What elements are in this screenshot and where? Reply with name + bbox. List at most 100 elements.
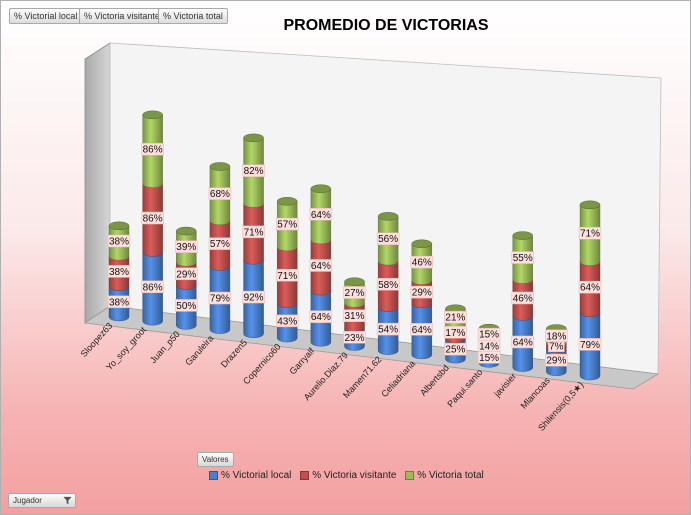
category-label: Juan_p50 — [148, 329, 182, 365]
data-label-bg — [410, 255, 434, 269]
data-label: 71% — [580, 229, 600, 240]
data-label: 38% — [109, 237, 129, 248]
bar-stack: 64% 64% 64% — [309, 184, 333, 347]
data-label-bg — [242, 164, 265, 177]
data-label: 25% — [445, 345, 465, 356]
bar-stack: 79% 64% 71% — [578, 200, 602, 381]
bar-cap — [243, 133, 264, 143]
data-label: 31% — [344, 311, 364, 322]
data-label: 38% — [109, 267, 129, 278]
data-label-bg — [444, 310, 467, 324]
data-label-bg — [208, 187, 232, 200]
data-label-bg — [208, 237, 232, 250]
data-label-bg — [511, 251, 534, 264]
bar-cap — [411, 239, 433, 248]
category-label: Garuleira — [183, 333, 215, 367]
bar-stack: 29% 7%18% — [545, 324, 568, 376]
data-label-bg — [343, 286, 366, 299]
bar-stack: 92% 71% 82% — [242, 133, 265, 339]
data-label: 79% — [210, 294, 230, 305]
data-label: 57% — [277, 220, 297, 231]
legend-item-local: % Victorial local — [209, 470, 291, 481]
legend-label-local: % Victorial local — [221, 470, 292, 481]
data-label: 29% — [546, 356, 566, 367]
data-label-bg — [410, 323, 434, 336]
data-label: 64% — [580, 283, 600, 294]
data-label-bg — [376, 322, 400, 336]
data-label-bg — [208, 291, 232, 305]
data-label: 43% — [277, 316, 297, 327]
data-label-bg — [477, 327, 501, 341]
bar-stack: 50% 29% 39% — [175, 226, 198, 330]
data-label: 50% — [176, 301, 196, 312]
filter-icon[interactable] — [63, 496, 72, 505]
data-label: 58% — [378, 280, 398, 291]
category-label: Celiadriana — [379, 359, 417, 400]
category-label: Mlancoas — [519, 375, 553, 411]
bar-stack: 15%14%15% — [477, 323, 501, 368]
legend-label-total: % Victoria total — [417, 470, 484, 481]
data-label-bg — [275, 269, 299, 282]
category-label: Albertsbd — [418, 363, 451, 398]
legend-item-total: % Victoria total — [405, 470, 484, 481]
data-label-bg — [511, 335, 534, 349]
category-label: Yo_soy_groot — [104, 324, 148, 372]
data-label: 71% — [244, 227, 264, 238]
bar-stack: 86% 86% 86% — [141, 110, 164, 326]
data-label: 56% — [378, 234, 398, 245]
data-label: 46% — [412, 258, 432, 269]
category-label: Sloopez63 — [79, 321, 115, 359]
data-label-bg — [578, 280, 602, 294]
data-label-bg — [141, 211, 164, 225]
data-label: 29% — [412, 288, 432, 299]
data-label: 7% — [549, 341, 564, 352]
data-label: 71% — [277, 271, 297, 282]
bar-stack: 43% 71% 57% — [275, 197, 299, 343]
category-label: Drazen5 — [219, 338, 249, 370]
bar-cap — [310, 184, 332, 193]
data-label: 57% — [210, 239, 230, 250]
data-label-bg — [175, 240, 198, 253]
legend-swatch-total — [405, 470, 415, 480]
data-label: 27% — [344, 288, 364, 299]
bar-cap — [176, 226, 197, 236]
field-button-total[interactable]: % Victoria total — [158, 8, 228, 24]
data-label: 79% — [580, 340, 600, 351]
data-label: 82% — [244, 166, 264, 177]
bar-cap — [344, 277, 365, 286]
valores-field-button[interactable]: Valores — [197, 452, 234, 467]
category-label: Paqui.santo — [445, 367, 484, 409]
data-label: 68% — [210, 189, 230, 200]
data-label-bg — [343, 331, 366, 344]
data-label-bg — [545, 353, 568, 367]
jugador-field-button[interactable]: Jugador — [8, 493, 76, 508]
data-label-bg — [410, 285, 434, 299]
data-label-bg — [309, 259, 333, 272]
data-label: 46% — [513, 293, 533, 304]
bar-cap — [108, 221, 130, 231]
data-label: 38% — [109, 297, 129, 308]
legend-swatch-visitante — [300, 470, 310, 480]
data-label-bg — [175, 299, 198, 312]
legend-swatch-local — [209, 470, 218, 480]
data-label: 64% — [311, 312, 331, 323]
data-label-bg — [578, 226, 602, 240]
data-label-bg — [376, 232, 400, 245]
chart-title: PROMEDIO DE VICTORIAS — [283, 17, 489, 34]
left-wall — [84, 42, 111, 324]
data-label-bg — [309, 310, 333, 323]
data-label: 86% — [143, 214, 163, 225]
data-label: 64% — [311, 261, 331, 272]
bar-cap — [377, 212, 399, 221]
data-label: 64% — [513, 337, 533, 348]
category-label: Copernico60 — [241, 342, 283, 387]
data-label-bg — [275, 217, 299, 231]
bar-cap — [276, 197, 298, 206]
bar-cap — [579, 200, 601, 210]
data-label-bg — [444, 326, 467, 339]
data-label: 92% — [244, 293, 264, 304]
data-label: 15% — [479, 353, 499, 364]
data-label: 54% — [378, 325, 398, 336]
